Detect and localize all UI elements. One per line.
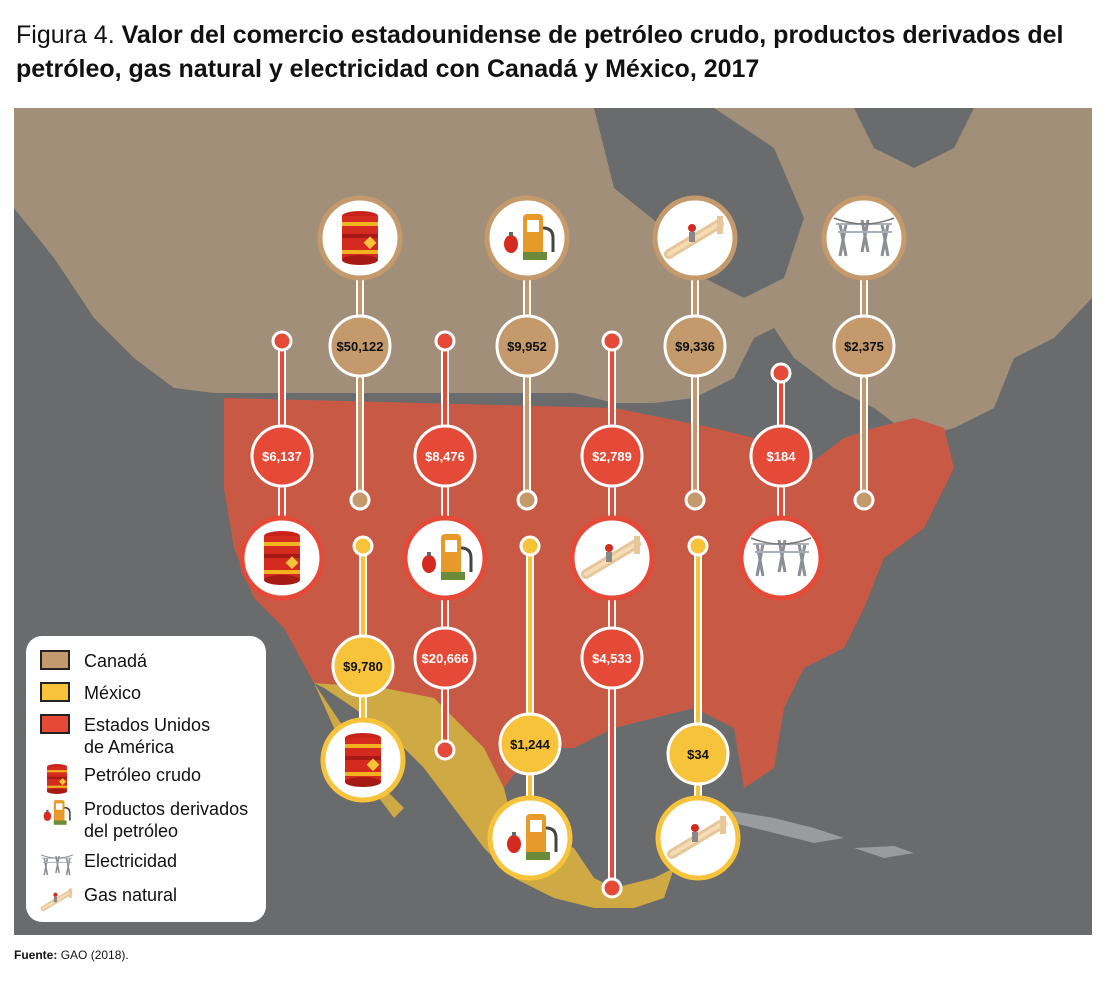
- usa-canada-value-crude_oil: $6,137: [250, 424, 314, 488]
- legend-label-crude: Petróleo crudo: [84, 765, 202, 785]
- usa-canada-value-electricity: $184: [749, 424, 813, 488]
- source-label: Fuente:: [14, 948, 58, 962]
- mexico-value-crude_oil-value: $9,780: [343, 659, 383, 674]
- usa-mexico-value-natural_gas-value: $4,533: [592, 651, 632, 666]
- mexico-dot-crude_oil: [352, 535, 374, 557]
- canada-value-natural_gas-value: $9,336: [675, 339, 715, 354]
- source-text: GAO (2018).: [60, 948, 129, 962]
- usa-canada-value-petroleum_products-value: $8,476: [425, 449, 465, 464]
- legend-item-crude: Petróleo crudo: [40, 764, 201, 794]
- legend-item-products: Productos derivados del petróleo: [40, 798, 248, 842]
- usa-mexico-dot-natural_gas: [601, 877, 623, 899]
- usa-canada-value-natural_gas-value: $2,789: [592, 449, 632, 464]
- usa-canada-dot-electricity: [770, 362, 792, 384]
- canada-icon-crude_oil: [317, 195, 403, 281]
- mexico-value-natural_gas: $34: [666, 722, 730, 786]
- legend-item-canada: Canadá: [40, 650, 147, 672]
- usa-canada-dot-natural_gas: [601, 330, 623, 352]
- usa-canada-value-natural_gas: $2,789: [580, 424, 644, 488]
- canada-value-electricity-value: $2,375: [844, 339, 884, 354]
- canada-end-dot-petroleum_products: [516, 489, 538, 511]
- legend-label-electricity: Electricidad: [84, 851, 178, 871]
- legend-label-usa: Estados Unidos de América: [84, 715, 211, 757]
- usa-mexico-value-natural_gas: $4,533: [580, 626, 644, 690]
- mexico-land: [314, 683, 674, 908]
- canada-icon-petroleum_products: [484, 195, 570, 281]
- canada-value-electricity: $2,375: [832, 314, 896, 378]
- legend-item-mexico: México: [40, 682, 141, 704]
- mexico-swatch: [40, 682, 70, 702]
- usa-canada-dot-crude_oil: [271, 330, 293, 352]
- legend-label-gas: Gas natural: [84, 885, 178, 905]
- usa-mexico-value-petroleum_products-value: $20,666: [422, 651, 469, 666]
- usa-icon-petroleum_products: [402, 515, 488, 601]
- canada-value-crude_oil-value: $50,122: [337, 339, 384, 354]
- legend-item-gas: Gas natural: [40, 884, 177, 914]
- mexico-value-natural_gas-value: $34: [687, 747, 709, 762]
- mexico-value-petroleum_products: $1,244: [498, 712, 562, 776]
- canada-icon-electricity: [821, 195, 907, 281]
- legend-label-canada: Canadá: [84, 651, 148, 671]
- mexico-dot-natural_gas: [687, 535, 709, 557]
- usa-canada-value-petroleum_products: $8,476: [413, 424, 477, 488]
- legend-item-usa: Estados Unidos de América: [40, 714, 210, 758]
- usa-canada-value-electricity-value: $184: [767, 449, 797, 464]
- usa-icon-electricity: [738, 515, 824, 601]
- usa-icon-crude_oil: [239, 515, 325, 601]
- legend-label-mexico: México: [84, 683, 142, 703]
- mexico-icon-natural_gas: [655, 795, 741, 881]
- usa-canada-dot-petroleum_products: [434, 330, 456, 352]
- figure-label: Figura 4.: [16, 21, 115, 49]
- figure-title: Figura 4. Valor del comercio estadounide…: [16, 18, 1096, 86]
- mexico-icon-petroleum_products: [487, 795, 573, 881]
- usa-mexico-value-petroleum_products: $20,666: [413, 626, 477, 690]
- usa-icon-natural_gas: [569, 515, 655, 601]
- canada-icon-natural_gas: [652, 195, 738, 281]
- canada-value-petroleum_products-value: $9,952: [507, 339, 547, 354]
- mexico-value-petroleum_products-value: $1,244: [510, 737, 551, 752]
- usa-swatch: [40, 714, 70, 734]
- canada-value-natural_gas: $9,336: [663, 314, 727, 378]
- canada-end-dot-natural_gas: [684, 489, 706, 511]
- mexico-icon-crude_oil: [320, 717, 406, 803]
- mexico-dot-petroleum_products: [519, 535, 541, 557]
- source-note: Fuente: GAO (2018).: [14, 948, 129, 962]
- canada-end-dot-crude_oil: [349, 489, 371, 511]
- legend-label-products: Productos derivados del petróleo: [84, 799, 249, 841]
- oil-barrel-icon: [47, 764, 67, 794]
- usa-mexico-dot-petroleum_products: [434, 739, 456, 761]
- canada-swatch: [40, 650, 70, 670]
- mexico-value-crude_oil: $9,780: [331, 634, 395, 698]
- power-tower-icon: [40, 854, 74, 876]
- map-legend: Canadá México Estados Unidos de América …: [26, 636, 266, 922]
- gas-pipeline-icon: [40, 884, 74, 914]
- north-america-map: $50,122 $9,952 $9,336 $2,375 $6,137 $8,476 $2,…: [14, 108, 1092, 935]
- canada-end-dot-electricity: [853, 489, 875, 511]
- canada-value-crude_oil: $50,122: [328, 314, 392, 378]
- usa-canada-value-crude_oil-value: $6,137: [262, 449, 302, 464]
- canada-value-petroleum_products: $9,952: [495, 314, 559, 378]
- fuel-pump-icon: [42, 799, 71, 826]
- legend-item-electricity: Electricidad: [40, 850, 177, 880]
- figure-title-text: Valor del comercio estadounidense de pet…: [16, 21, 1064, 83]
